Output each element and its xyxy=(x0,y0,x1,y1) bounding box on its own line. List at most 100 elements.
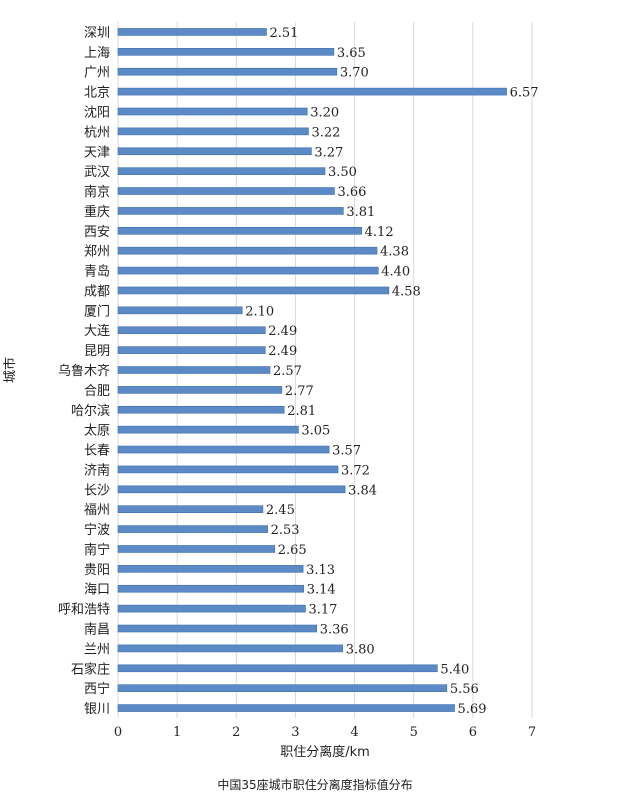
bar xyxy=(117,584,305,593)
x-tick-label: 3 xyxy=(291,725,299,740)
bar xyxy=(117,545,276,553)
x-tick-label: 7 xyxy=(528,725,536,740)
value-label: 3.65 xyxy=(337,46,366,61)
value-labels: 2.51 3.65 3.70 6.57 3.20 3.22 3.27 3.50 3.66 3.81… xyxy=(245,26,538,717)
x-tick-label: 4 xyxy=(350,725,358,740)
category-label: 南宁 xyxy=(84,542,110,558)
category-label: 兰州 xyxy=(84,642,110,657)
category-label: 杭州 xyxy=(84,125,110,140)
value-label: 2.57 xyxy=(273,364,302,379)
bar xyxy=(117,505,264,514)
value-label: 4.40 xyxy=(381,265,410,280)
bar xyxy=(117,346,266,354)
category-label: 武汉 xyxy=(84,165,110,180)
category-label: 深圳 xyxy=(84,26,110,41)
bar xyxy=(117,326,266,335)
bar xyxy=(117,386,283,394)
bar xyxy=(117,28,267,36)
value-label: 3.17 xyxy=(308,603,337,618)
bar xyxy=(117,246,378,255)
category-label: 宁波 xyxy=(84,522,110,538)
category-label: 长沙 xyxy=(84,483,110,498)
x-tick-label: 1 xyxy=(173,725,181,740)
category-label: 天津 xyxy=(84,145,110,160)
category-label: 太原 xyxy=(84,424,110,439)
category-label: 成都 xyxy=(84,284,110,299)
bar xyxy=(117,266,379,275)
value-label: 3.05 xyxy=(301,424,330,439)
bar xyxy=(117,445,330,454)
value-label: 3.84 xyxy=(348,483,377,498)
bar xyxy=(117,87,507,96)
value-label: 3.66 xyxy=(337,185,366,200)
bar xyxy=(117,187,335,195)
bars xyxy=(117,28,507,712)
x-tick-label: 5 xyxy=(410,725,418,740)
bar xyxy=(117,525,268,533)
category-labels: 深圳上海广州北京沈阳杭州天津武汉南京重庆西安郑州青岛成都厦门大连昆明乌鲁木齐合肥… xyxy=(58,26,110,717)
category-label: 北京 xyxy=(84,86,110,101)
category-label: 青岛 xyxy=(84,264,110,280)
bar xyxy=(117,48,335,56)
value-label: 3.80 xyxy=(346,642,375,657)
value-label: 3.36 xyxy=(320,623,349,638)
bar xyxy=(117,306,243,315)
category-label: 郑州 xyxy=(84,245,110,260)
bar xyxy=(117,147,312,156)
bar xyxy=(117,207,344,215)
category-label: 济南 xyxy=(84,462,110,478)
value-label: 2.81 xyxy=(287,404,316,419)
category-label: 重庆 xyxy=(84,204,110,220)
category-label: 西宁 xyxy=(84,681,110,697)
y-axis-title: 城市 xyxy=(2,357,18,383)
bar xyxy=(117,167,326,175)
category-label: 南昌 xyxy=(84,622,110,638)
value-label: 3.22 xyxy=(311,125,340,140)
value-label: 5.40 xyxy=(440,662,469,677)
bar xyxy=(117,67,338,76)
value-label: 6.57 xyxy=(510,86,539,101)
x-axis-title: 职住分离度/km xyxy=(280,744,370,760)
chart-caption: 中国35座城市职住分离度指标值分布 xyxy=(217,778,413,792)
bar xyxy=(117,644,344,653)
value-label: 2.10 xyxy=(245,304,274,319)
bar xyxy=(117,366,271,374)
category-label: 海口 xyxy=(84,583,110,598)
value-label: 5.69 xyxy=(458,702,487,717)
value-label: 3.13 xyxy=(306,563,335,578)
bar xyxy=(117,704,455,712)
category-label: 沈阳 xyxy=(84,105,110,120)
category-label: 长春 xyxy=(84,444,110,459)
value-label: 2.77 xyxy=(285,384,314,399)
bar xyxy=(117,485,346,494)
value-label: 3.70 xyxy=(340,66,369,81)
category-label: 西安 xyxy=(84,225,110,240)
bar xyxy=(117,604,306,613)
value-label: 3.57 xyxy=(332,444,361,459)
category-label: 大连 xyxy=(84,323,110,339)
bar xyxy=(117,227,362,235)
bar xyxy=(117,127,309,136)
bar xyxy=(117,565,304,573)
value-label: 2.53 xyxy=(271,523,300,538)
category-label: 昆明 xyxy=(84,344,110,359)
category-label: 石家庄 xyxy=(71,661,110,677)
bar xyxy=(117,684,448,692)
bar xyxy=(117,405,285,414)
category-label: 上海 xyxy=(84,46,110,61)
bar xyxy=(117,286,390,295)
x-tick-label: 0 xyxy=(114,725,122,740)
value-label: 3.50 xyxy=(328,165,357,180)
x-tick-label: 6 xyxy=(469,725,477,740)
value-label: 3.14 xyxy=(307,583,336,598)
value-label: 4.12 xyxy=(365,225,394,240)
category-label: 厦门 xyxy=(84,304,110,319)
value-label: 2.65 xyxy=(278,543,307,558)
category-label: 南京 xyxy=(84,184,110,200)
value-label: 3.27 xyxy=(314,145,343,160)
category-label: 合肥 xyxy=(84,384,110,399)
category-label: 哈尔滨 xyxy=(71,403,110,419)
category-label: 呼和浩特 xyxy=(58,603,110,618)
value-label: 2.45 xyxy=(266,503,295,518)
category-label: 广州 xyxy=(84,66,110,81)
